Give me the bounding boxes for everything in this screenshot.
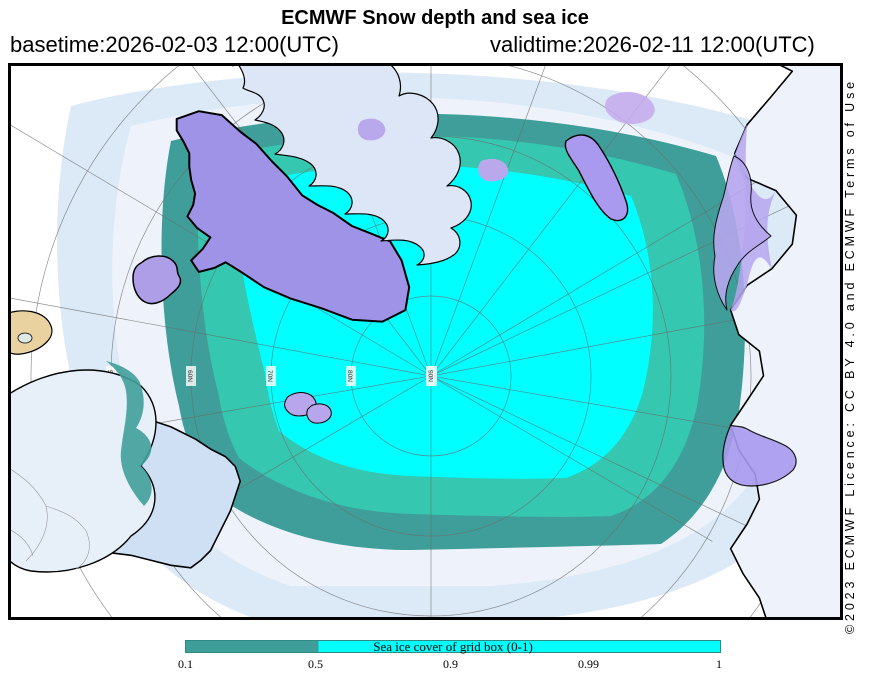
svg-text:90N: 90N <box>427 370 434 382</box>
svg-text:70N: 70N <box>266 370 273 382</box>
svg-text:80N: 80N <box>346 370 353 382</box>
svg-text:60N: 60N <box>186 370 193 382</box>
